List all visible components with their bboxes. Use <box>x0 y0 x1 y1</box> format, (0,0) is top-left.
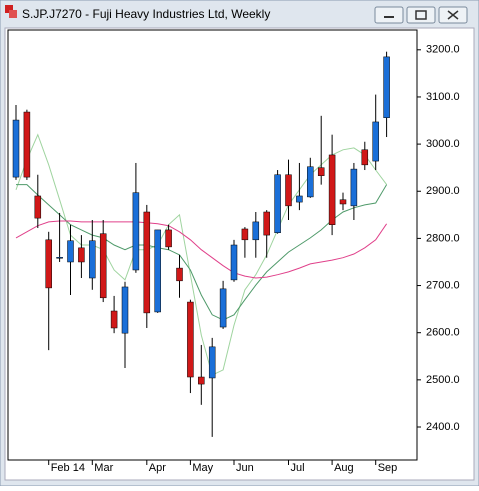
candle-body <box>99 233 107 299</box>
x-tick-label: Feb 14 <box>51 462 85 474</box>
candle-body <box>307 166 314 198</box>
y-tick-label: 2900.0 <box>426 185 460 197</box>
candle-body <box>45 239 52 289</box>
candle-body <box>361 149 369 166</box>
candle-body <box>208 346 216 379</box>
candle-body <box>187 301 194 378</box>
candle-body <box>274 174 281 233</box>
candle-body <box>34 195 42 219</box>
candle-body <box>241 228 249 241</box>
moving-average <box>15 220 388 279</box>
moving-average <box>16 184 388 321</box>
x-tick-label: Aug <box>334 462 354 474</box>
y-tick-label: 2400.0 <box>426 421 460 433</box>
app-icon <box>5 5 13 13</box>
maximize-button[interactable] <box>406 6 436 24</box>
candle-body <box>121 286 129 334</box>
candle-body <box>328 154 336 225</box>
minimize-button[interactable] <box>374 6 404 24</box>
candle-body <box>383 56 390 118</box>
candle-body <box>154 229 161 313</box>
candle-body <box>143 211 151 314</box>
x-tick-label: Jul <box>291 462 305 474</box>
x-tick-label: Apr <box>149 462 166 474</box>
candle-body <box>252 221 260 241</box>
x-tick-label: May <box>192 462 213 474</box>
y-tick-label: 2600.0 <box>426 327 460 339</box>
candle-body <box>132 192 140 271</box>
y-tick-label: 3100.0 <box>426 91 460 103</box>
candle-body <box>230 244 238 281</box>
candle-body <box>110 310 118 329</box>
window-buttons <box>374 6 468 24</box>
moving-average <box>15 133 388 376</box>
candle-body <box>350 168 358 207</box>
candle-body <box>263 211 270 236</box>
candle-body <box>219 288 227 328</box>
y-tick-label: 3000.0 <box>426 138 460 150</box>
candle-body <box>317 167 325 176</box>
x-tick-label: Sep <box>378 462 398 474</box>
app-icon <box>9 10 17 18</box>
y-tick-label: 2800.0 <box>426 232 460 244</box>
candle-body <box>285 174 292 207</box>
maximize-icon <box>415 10 427 20</box>
x-tick-label: Mar <box>94 462 113 474</box>
candle-body <box>12 119 20 178</box>
y-tick-label: 2500.0 <box>426 374 460 386</box>
candle-body <box>372 121 379 162</box>
candle-body <box>176 267 183 282</box>
x-tick-label: Jun <box>236 462 254 474</box>
y-tick-label: 3200.0 <box>426 44 460 56</box>
candle-body <box>296 195 303 203</box>
window-title: S.JP.J7270 - Fuji Heavy Industries Ltd, … <box>22 7 270 21</box>
candle-body <box>23 111 31 178</box>
candle-body <box>67 240 74 263</box>
candle-body <box>339 199 347 205</box>
candle-body <box>56 257 63 259</box>
candle-body <box>89 240 96 279</box>
close-icon <box>447 10 459 20</box>
y-tick-label: 2700.0 <box>426 279 460 291</box>
candle-body <box>198 376 205 385</box>
candle-body <box>78 247 85 263</box>
candle-body <box>165 229 172 248</box>
